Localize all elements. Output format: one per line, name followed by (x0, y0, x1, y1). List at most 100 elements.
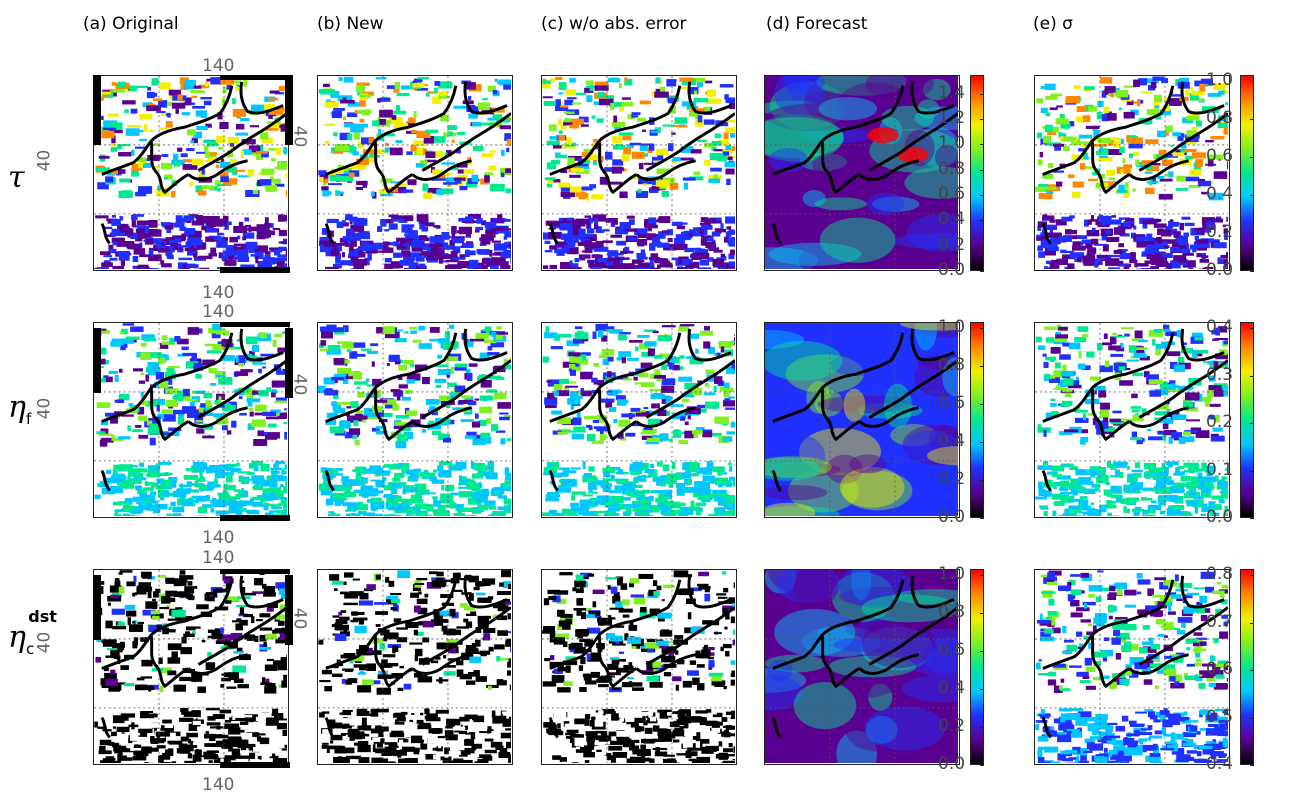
colorbar-tick-label: 0.8 (1206, 564, 1234, 584)
colorbar-tick-label: 0.8 (1206, 108, 1234, 128)
lon-tick-bottom-row2: 140 (202, 528, 235, 548)
colorbar-tick-label: 0.0 (938, 754, 966, 774)
colorbar-tick-mark (980, 518, 984, 519)
colorbar-tick-label: 0.4 (938, 678, 966, 698)
lat-tick-left-row1: 40 (34, 149, 55, 172)
axis-edge-marker (93, 75, 101, 145)
colorbar-tick-mark (980, 144, 984, 146)
lon-tick-top-row1: 140 (202, 56, 235, 76)
colorbar-tick-mark (980, 480, 984, 481)
colorbar-tick-label: 0.1 (1206, 459, 1234, 480)
axis-edge-marker (93, 328, 101, 393)
colorbar-forecast-tau (970, 75, 984, 271)
map-e-tau (1034, 75, 1230, 271)
axis-edge-marker (220, 515, 290, 521)
map-c-eta_c_dst (541, 569, 737, 765)
colorbar-tick-mark (1250, 328, 1254, 329)
colorbar-tick-mark (980, 245, 984, 247)
colorbar-tick-label: 1.0 (938, 564, 966, 584)
colorbar-tick-mark (980, 119, 984, 120)
lat-tick-left-row3: 40 (34, 631, 55, 654)
colorbar-tick-mark (980, 220, 984, 222)
axis-edge-marker (93, 575, 101, 640)
colorbar-tick-mark (1250, 233, 1254, 234)
colorbar-tick-mark (1250, 518, 1254, 519)
map-e-eta_f (1034, 322, 1230, 518)
map-b-eta_c_dst (317, 569, 513, 765)
colorbar-tick-label: 0.8 (938, 158, 966, 179)
axis-edge-marker (285, 575, 293, 645)
colorbar-sigma-eta_c_dst (1240, 569, 1254, 765)
column-title-a: (a) Original (83, 14, 179, 34)
map-d-tau (764, 75, 960, 271)
colorbar-sigma-tau (1240, 75, 1254, 271)
row-label-eta-c-dst: ηcdst (8, 607, 57, 658)
map-a-eta_f (93, 322, 289, 518)
colorbar-tick-label: 0.2 (938, 716, 966, 736)
colorbar-tick-mark (1250, 375, 1254, 377)
colorbar-forecast-eta_f (970, 322, 984, 518)
colorbar-tick-label: 0.0 (938, 260, 966, 280)
colorbar-tick-label: 0.8 (938, 355, 966, 375)
colorbar-tick-mark (1250, 157, 1254, 158)
colorbar-tick-label: 0.2 (1206, 412, 1234, 432)
colorbar-tick-mark (980, 442, 984, 443)
colorbar-forecast-eta_c_dst (970, 569, 984, 765)
lon-tick-bottom-row3: 140 (202, 775, 235, 795)
axis-edge-marker (285, 328, 293, 398)
colorbar-tick-mark (1250, 765, 1254, 766)
colorbar-tick-label: 0.2 (938, 469, 966, 489)
colorbar-tick-mark (980, 651, 984, 652)
axis-edge-marker (220, 75, 290, 80)
colorbar-tick-mark (980, 765, 984, 766)
lat-tick-left-row2: 40 (34, 397, 55, 420)
map-b-tau (317, 75, 513, 271)
map-d-eta_f (764, 322, 960, 518)
colorbar-tick-label: 0.0 (1206, 260, 1234, 280)
row-label-tau: τ (8, 160, 25, 195)
colorbar-tick-label: 0.6 (938, 640, 966, 660)
map-b-eta_f (317, 322, 513, 518)
colorbar-tick-mark (1250, 271, 1254, 272)
colorbar-tick-label: 0.0 (1206, 507, 1234, 527)
colorbar-tick-mark (1250, 423, 1254, 424)
colorbar-tick-mark (980, 169, 984, 171)
colorbar-tick-label: 0.6 (1206, 146, 1234, 166)
colorbar-tick-mark (980, 366, 984, 367)
colorbar-tick-label: 0.2 (1206, 222, 1234, 242)
colorbar-tick-label: 0.4 (1206, 317, 1234, 337)
colorbar-tick-mark (1250, 195, 1254, 196)
colorbar-tick-mark (980, 93, 984, 95)
colorbar-tick-label: 1.4 (938, 82, 966, 103)
map-c-tau (541, 75, 737, 271)
colorbar-tick-mark (980, 689, 984, 690)
colorbar-tick-label: 0.4 (1206, 754, 1234, 774)
colorbar-tick-mark (1250, 717, 1254, 719)
axis-edge-marker (220, 267, 290, 273)
map-e-eta_c_dst (1034, 569, 1230, 765)
colorbar-tick-mark (980, 613, 984, 614)
lon-tick-bottom-row1: 140 (202, 283, 235, 303)
axis-edge-marker (220, 322, 290, 327)
colorbar-tick-mark (980, 328, 984, 329)
column-title-c: (c) w/o abs. error (541, 14, 687, 34)
axis-edge-marker (220, 762, 290, 768)
colorbar-tick-mark (1250, 622, 1254, 624)
colorbar-tick-mark (1250, 575, 1254, 576)
colorbar-tick-mark (980, 404, 984, 405)
axis-edge-marker (285, 75, 293, 145)
colorbar-tick-label: 0.6 (1206, 659, 1234, 679)
colorbar-tick-label: 0.4 (938, 431, 966, 451)
colorbar-tick-label: 0.5 (1206, 706, 1234, 727)
map-a-eta_c_dst (93, 569, 289, 765)
column-title-b: (b) New (317, 14, 384, 34)
colorbar-tick-label: 0.6 (938, 393, 966, 413)
colorbar-tick-label: 0.3 (1206, 364, 1234, 385)
colorbar-tick-mark (1250, 670, 1254, 671)
colorbar-tick-label: 1.2 (938, 108, 966, 128)
colorbar-tick-label: 0.6 (938, 184, 966, 204)
colorbar-tick-mark (980, 575, 984, 576)
colorbar-tick-mark (1250, 81, 1254, 82)
lon-tick-top-row2: 140 (202, 302, 235, 322)
colorbar-tick-label: 1.0 (938, 317, 966, 337)
